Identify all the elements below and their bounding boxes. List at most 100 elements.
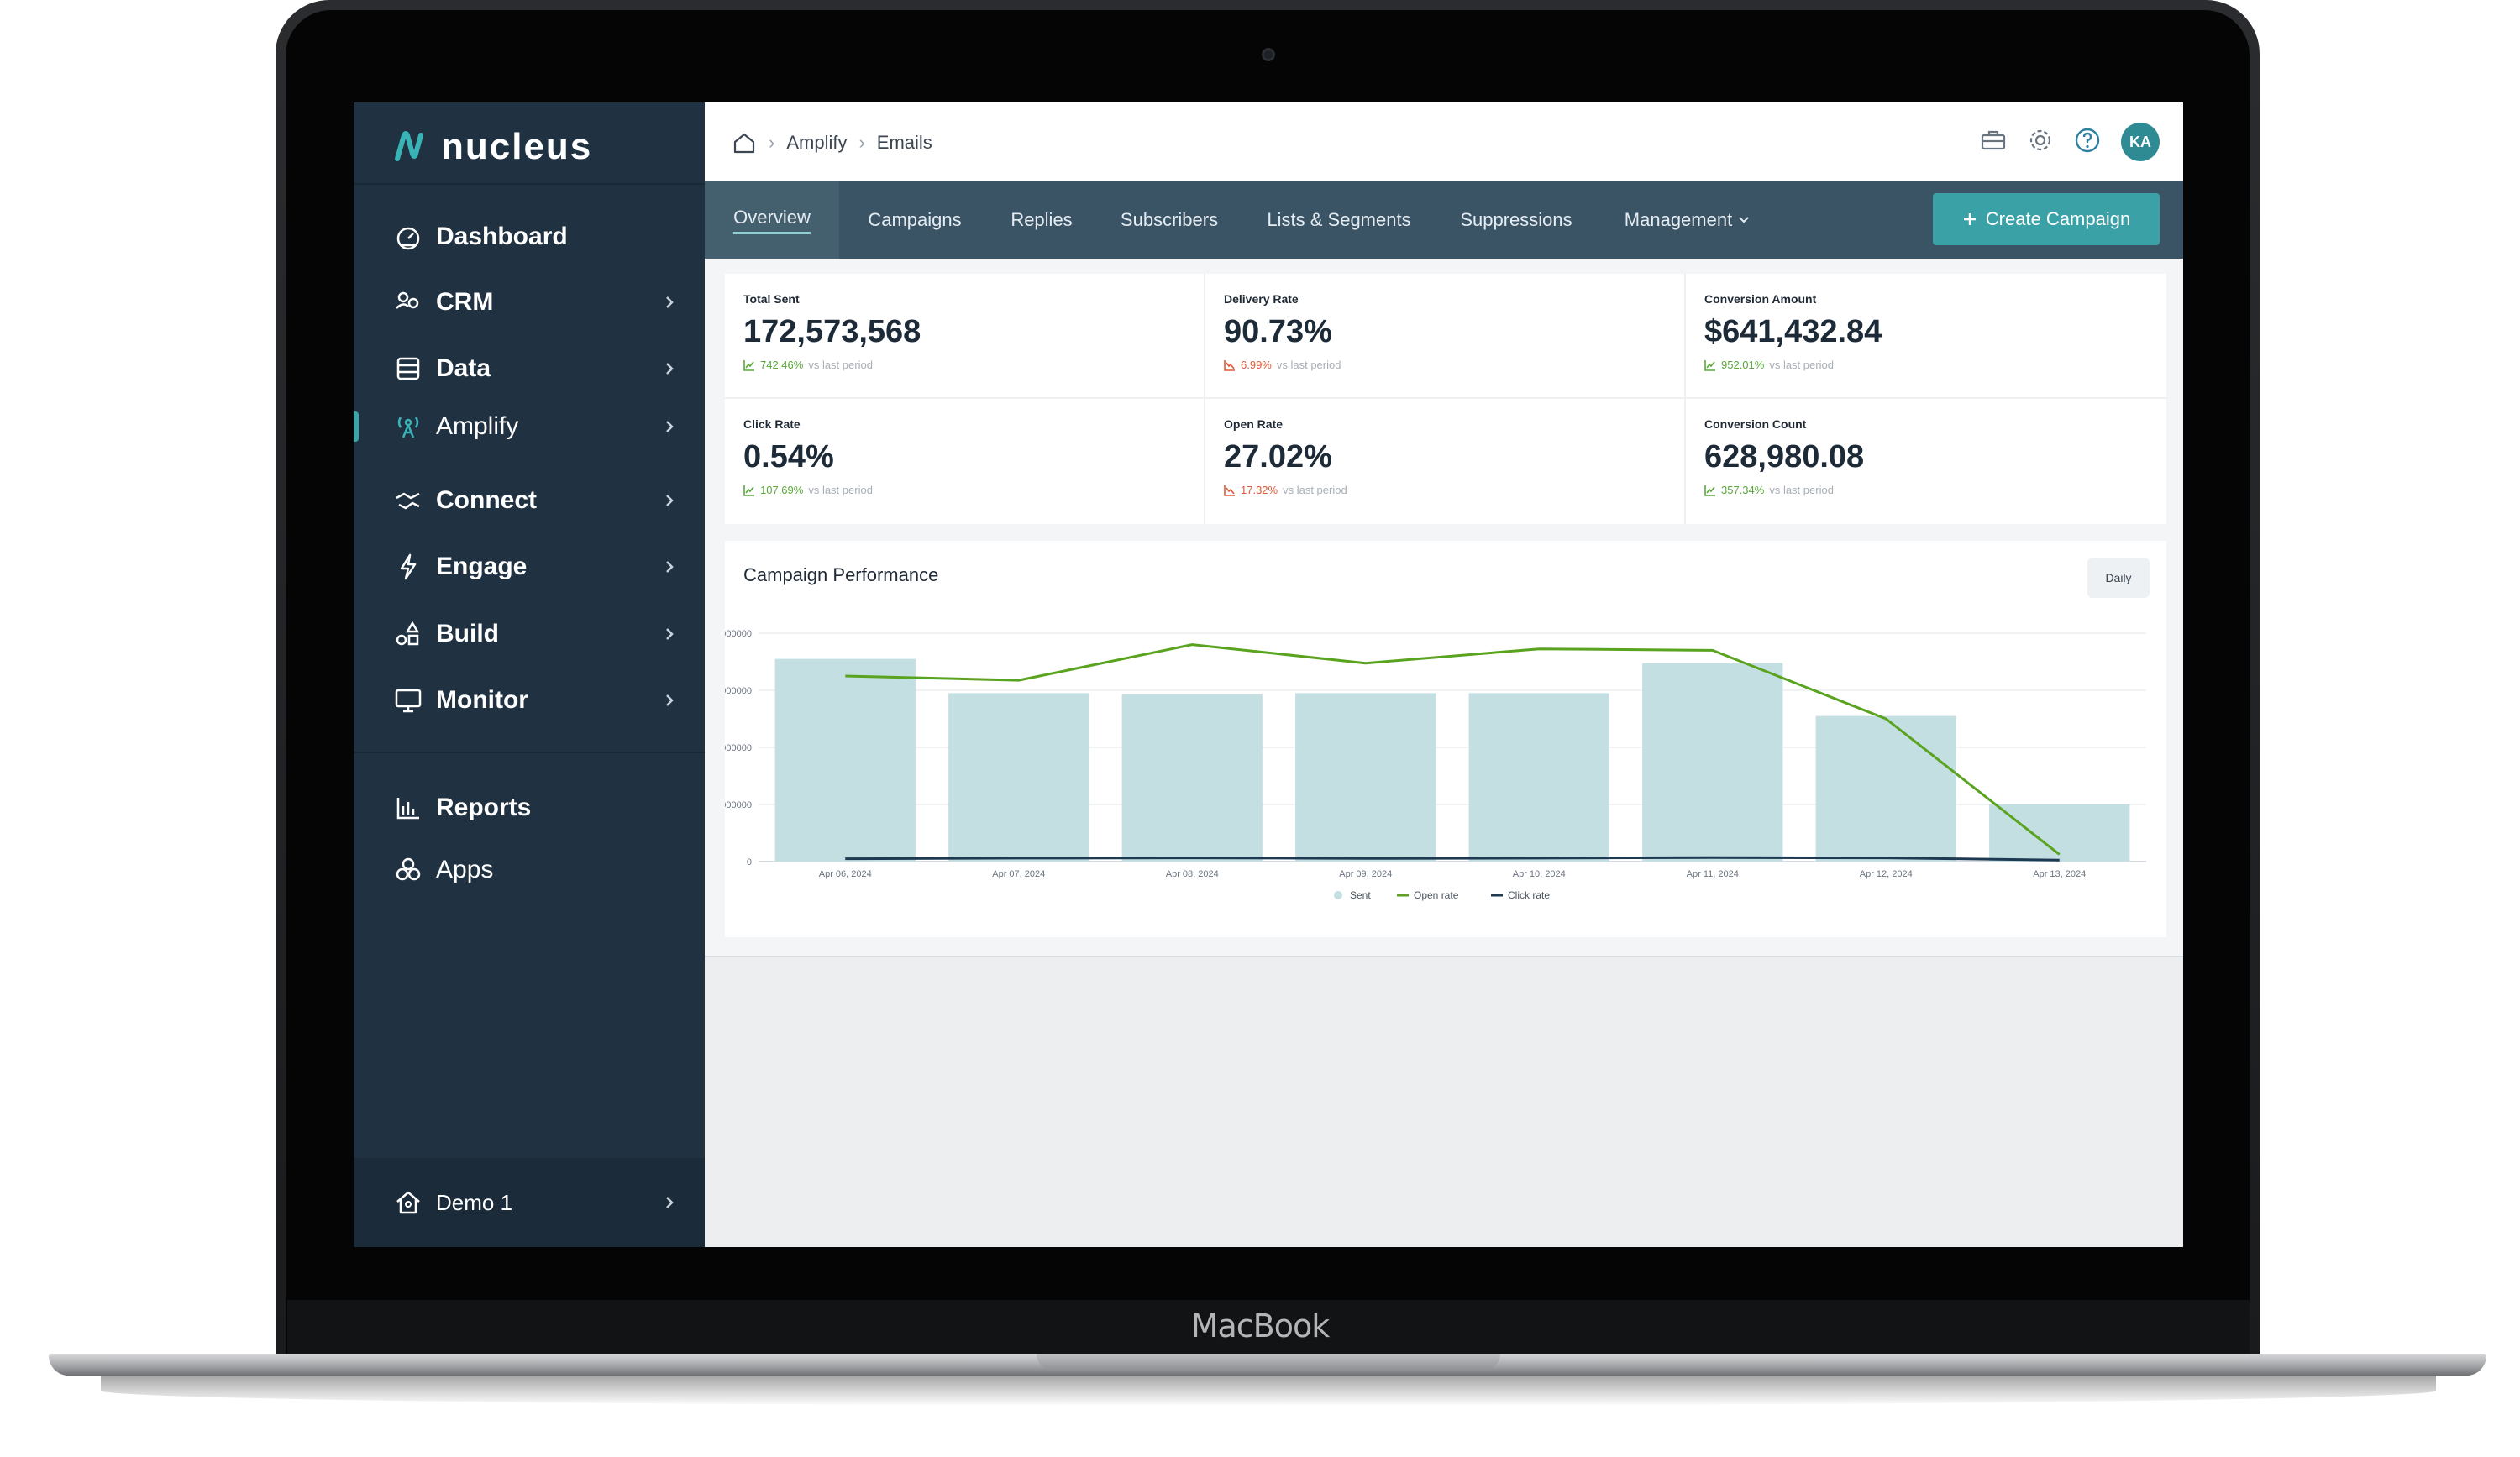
workspace-item[interactable]: Demo 1 xyxy=(392,1177,678,1228)
sidebar-item-label: Engage xyxy=(436,553,528,580)
stats-grid: Total Sent 172,573,568 742.46% vs last p… xyxy=(725,274,2166,524)
sidebar-item-monitor[interactable]: Monitor xyxy=(392,675,678,726)
bar-sent xyxy=(1989,804,2130,862)
avatar[interactable]: KA xyxy=(2121,123,2160,161)
stat-change-suffix: vs last period xyxy=(1276,359,1341,371)
content-panel: Total Sent 172,573,568 742.46% vs last p… xyxy=(705,259,2183,957)
apps-icon xyxy=(392,854,424,886)
x-tick-label: Apr 12, 2024 xyxy=(1860,869,1913,879)
stat-title: Open Rate xyxy=(1224,417,1284,431)
active-indicator xyxy=(354,411,359,442)
line-click-rate xyxy=(845,856,2060,862)
chevron-down-icon xyxy=(1739,217,1749,223)
stat-conversion-amount: Conversion Amount $641,432.84 952.01% vs… xyxy=(1686,274,2166,399)
breadcrumb-amplify[interactable]: Amplify xyxy=(786,132,848,153)
stat-change: 742.46% vs last period xyxy=(743,359,1185,371)
stat-change-value: 17.32% xyxy=(1241,484,1278,496)
tab-label: Subscribers xyxy=(1120,209,1219,230)
sidebar-divider xyxy=(354,752,705,753)
stat-value: 628,980.08 xyxy=(1704,439,1865,474)
sidebar-item-dashboard[interactable]: Dashboard xyxy=(392,212,678,262)
stat-title: Click Rate xyxy=(743,417,801,431)
sidebar: nucleus Dashboard CRM Data xyxy=(354,102,705,1247)
trend-down-icon xyxy=(1224,485,1235,496)
bar-chart-icon xyxy=(392,792,424,824)
y-tick-label: 6000000 xyxy=(725,686,752,696)
tab-suppressions[interactable]: Suppressions xyxy=(1432,181,1600,259)
stat-value: 90.73% xyxy=(1224,314,1332,349)
bar-sent xyxy=(1295,693,1436,862)
bar-sent xyxy=(1642,663,1783,862)
tab-label: Replies xyxy=(1011,209,1073,230)
gear-icon[interactable] xyxy=(2027,127,2054,158)
sidebar-item-crm[interactable]: CRM xyxy=(392,277,678,328)
workspace-switcher[interactable]: Demo 1 xyxy=(354,1158,705,1247)
chevron-right-icon xyxy=(666,694,674,706)
sidebar-item-label: Amplify xyxy=(436,412,519,440)
stat-change: 107.69% vs last period xyxy=(743,484,1185,496)
period-daily-button[interactable]: Daily xyxy=(2087,558,2150,598)
database-icon xyxy=(392,353,424,385)
sidebar-item-amplify[interactable]: Amplify xyxy=(392,401,678,452)
breadcrumb-separator: › xyxy=(858,132,865,153)
tab-management[interactable]: Management xyxy=(1600,181,1775,259)
sidebar-item-data[interactable]: Data xyxy=(392,343,678,394)
stat-change-suffix: vs last period xyxy=(808,484,873,496)
legend-swatch xyxy=(1334,891,1342,899)
x-tick-label: Apr 06, 2024 xyxy=(819,869,872,879)
stat-title: Conversion Amount xyxy=(1704,292,1817,306)
breadcrumb-emails: Emails xyxy=(876,132,932,153)
dashboard-icon xyxy=(392,221,424,253)
chevron-right-icon xyxy=(666,421,674,432)
header-actions: KA xyxy=(1980,121,2160,163)
tab-overview[interactable]: Overview xyxy=(705,181,839,259)
toolbox-icon[interactable] xyxy=(1980,127,2007,158)
stat-conversion-count: Conversion Count 628,980.08 357.34% vs l… xyxy=(1686,399,2166,524)
broadcast-icon xyxy=(392,411,424,443)
campaign-performance-chart: 0 2000000 4000000 6000000 8000000 Apr 06, 202… xyxy=(725,629,2146,901)
stat-change: 952.01% vs last period xyxy=(1704,359,2148,371)
sidebar-divider xyxy=(354,183,705,185)
chevron-right-icon xyxy=(666,363,674,375)
chevron-right-icon xyxy=(666,1197,674,1208)
chart-title: Campaign Performance xyxy=(743,564,939,585)
create-campaign-label: Create Campaign xyxy=(1985,208,2131,229)
x-tick-label: Apr 13, 2024 xyxy=(2033,869,2086,879)
bar-sent xyxy=(1468,693,1609,862)
sidebar-item-connect[interactable]: Connect xyxy=(392,475,678,526)
legend-label: Click rate xyxy=(1508,889,1550,901)
sidebar-item-label: Monitor xyxy=(436,686,528,714)
sidebar-item-apps[interactable]: Apps xyxy=(392,845,678,895)
stat-value: $641,432.84 xyxy=(1704,314,1882,349)
stat-change: 6.99% vs last period xyxy=(1224,359,1666,371)
tab-lists-segments[interactable]: Lists & Segments xyxy=(1246,181,1432,259)
crm-icon xyxy=(392,286,424,318)
tab-campaigns[interactable]: Campaigns xyxy=(839,181,990,259)
tab-replies[interactable]: Replies xyxy=(990,181,1093,259)
stat-delivery-rate: Delivery Rate 90.73% 6.99% vs last perio… xyxy=(1205,274,1686,399)
sidebar-item-reports[interactable]: Reports xyxy=(392,783,678,833)
trend-up-icon xyxy=(743,359,754,371)
main-content: Total Sent 172,573,568 742.46% vs last p… xyxy=(705,259,2183,1247)
x-tick-label: Apr 10, 2024 xyxy=(1513,869,1566,879)
line-open-rate xyxy=(845,643,2061,856)
chevron-right-icon xyxy=(666,296,674,308)
app-logo[interactable]: nucleus xyxy=(392,121,592,173)
sidebar-item-label: Data xyxy=(436,354,491,382)
sidebar-item-build[interactable]: Build xyxy=(392,609,678,659)
tab-bar: Overview Campaigns Replies Subscribers L… xyxy=(705,181,2183,259)
create-campaign-button[interactable]: Create Campaign xyxy=(1933,193,2160,245)
y-tick-label: 4000000 xyxy=(725,743,752,753)
stat-click-rate: Click Rate 0.54% 107.69% vs last period xyxy=(725,399,1205,524)
tab-subscribers[interactable]: Subscribers xyxy=(1093,181,1246,259)
home-icon[interactable] xyxy=(732,130,757,155)
y-tick-label: 8000000 xyxy=(725,629,752,639)
stat-title: Conversion Count xyxy=(1704,417,1807,431)
tab-label: Management xyxy=(1624,209,1733,230)
stat-change-suffix: vs last period xyxy=(808,359,873,371)
campaign-performance-card: Campaign Performance Daily 0 2000000 40000… xyxy=(725,541,2166,937)
lightning-icon xyxy=(392,551,424,583)
sidebar-item-engage[interactable]: Engage xyxy=(392,542,678,592)
plus-icon xyxy=(1963,213,1976,225)
help-icon[interactable] xyxy=(2074,127,2101,158)
